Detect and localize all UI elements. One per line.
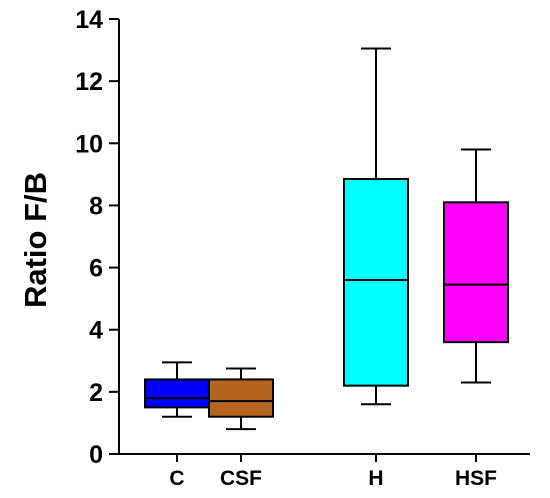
box-h: [343, 47, 409, 406]
box-c: [144, 361, 210, 418]
x-tick-label: CSF: [220, 467, 262, 490]
y-axis: 0 2 4 6 8 10 12 14: [75, 6, 120, 469]
y-tick-label: 4: [89, 317, 103, 345]
box-series: [144, 47, 509, 431]
box-hsf: [443, 148, 509, 384]
x-tick-label: H: [368, 467, 383, 490]
y-tick-label: 0: [89, 441, 103, 469]
y-tick-label: 8: [89, 192, 103, 220]
y-axis-title: Ratio F/B: [18, 172, 53, 308]
iqr-box: [208, 378, 274, 418]
iqr-box: [343, 178, 409, 387]
x-tick-label: HSF: [455, 467, 497, 490]
iqr-box: [443, 201, 509, 344]
box-csf: [208, 367, 274, 431]
y-tick-label: 6: [89, 255, 103, 283]
y-tick-label: 10: [75, 130, 103, 158]
x-axis: C CSF H HSF: [119, 453, 530, 490]
x-tick-label: C: [169, 467, 184, 490]
y-tick-label: 14: [75, 6, 103, 34]
y-tick-label: 12: [75, 68, 103, 96]
y-tick-label: 2: [89, 379, 103, 407]
iqr-box: [144, 378, 210, 409]
